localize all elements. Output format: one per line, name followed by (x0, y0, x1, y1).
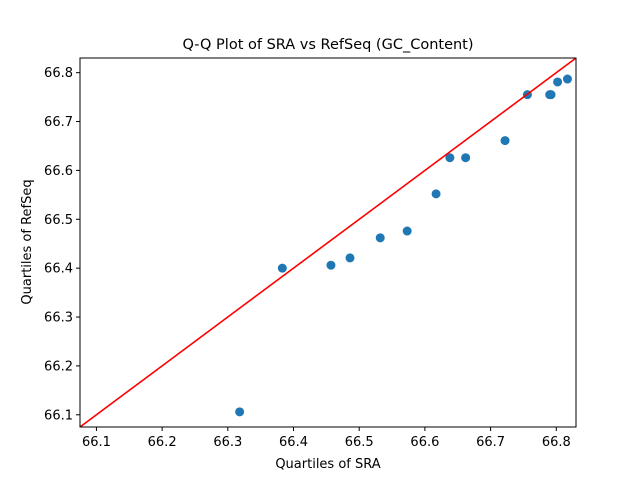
x-tick-label: 66.8 (542, 435, 571, 450)
reference-line (80, 58, 576, 427)
data-point (431, 189, 441, 199)
x-tick-label: 66.5 (345, 435, 374, 450)
x-tick-label: 66.6 (410, 435, 439, 450)
data-point (375, 233, 385, 243)
y-tick-label: 66.8 (44, 66, 73, 81)
y-axis: 66.1 66.2 66.3 66.4 66.5 66.6 66.7 66.8 (44, 66, 80, 423)
plot-area (80, 58, 576, 427)
y-tick-label: 66.6 (44, 164, 73, 179)
y-tick-label: 66.3 (44, 311, 73, 326)
axes-frame (79, 57, 577, 428)
data-point (553, 77, 563, 87)
data-point (500, 136, 510, 146)
x-tick-label: 66.2 (148, 435, 177, 450)
y-tick-label: 66.2 (44, 359, 73, 374)
y-tick-label: 66.1 (44, 408, 73, 423)
y-tick-label: 66.7 (44, 115, 73, 130)
chart-title: Q-Q Plot of SRA vs RefSeq (GC_Content) (182, 37, 473, 53)
x-tick-label: 66.7 (476, 435, 505, 450)
x-tick-label: 66.1 (82, 435, 111, 450)
data-point (402, 226, 412, 236)
y-axis-label: Quartiles of RefSeq (20, 179, 35, 304)
y-tick-label: 66.5 (44, 213, 73, 228)
x-tick-label: 66.3 (213, 435, 242, 450)
x-axis-label: Quartiles of SRA (275, 457, 380, 472)
plot-clip-group (80, 58, 576, 427)
data-point (345, 253, 355, 263)
data-point (277, 263, 287, 273)
data-point (445, 153, 455, 163)
data-point (562, 74, 572, 84)
data-point (326, 260, 336, 270)
x-tick-label: 66.4 (279, 435, 308, 450)
x-axis: 66.1 66.2 66.3 66.4 66.5 66.6 66.7 66.8 (82, 427, 571, 450)
data-point (461, 153, 471, 163)
data-point (546, 90, 556, 100)
data-point (235, 407, 245, 417)
y-tick-label: 66.4 (44, 262, 73, 277)
